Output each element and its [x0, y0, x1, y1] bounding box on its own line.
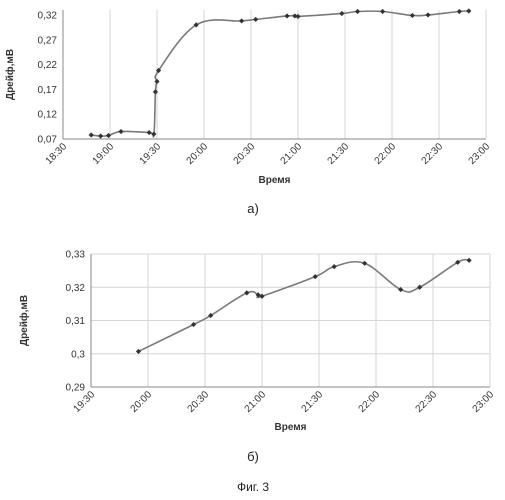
chart1-data-point	[313, 274, 318, 279]
panel-label-b: б)	[247, 449, 259, 464]
chart1-x-tick-label: 20:00	[129, 389, 155, 415]
chart0-x-tick-label: 21:00	[279, 141, 305, 167]
chart0-data-point	[355, 9, 360, 14]
chart1-y-tick-label: 0,31	[66, 316, 86, 327]
chart1-y-tick-label: 0,32	[66, 283, 86, 294]
chart0-x-tick-label: 19:00	[91, 141, 117, 167]
chart0-data-point	[380, 9, 385, 14]
chart1-x-tick-label: 21:00	[243, 389, 269, 415]
chart0-y-tick-label: 0,07	[38, 135, 58, 146]
chart1-x-axis-title: Время	[275, 422, 307, 433]
chart0-data-point	[339, 11, 344, 16]
chart0-data-point	[295, 14, 300, 19]
figure-caption: Фиг. 3	[237, 480, 269, 494]
chart1-data-point	[332, 264, 337, 269]
chart1-x-tick-label: 22:00	[357, 389, 383, 415]
chart-b: 19:3020:0020:3021:0021:3022:0022:3023:00…	[18, 250, 496, 434]
chart0-x-tick-label: 19:30	[138, 141, 164, 167]
chart0-x-tick-label: 22:30	[420, 141, 446, 167]
chart0-series-line	[91, 11, 469, 137]
chart0-y-tick-label: 0,27	[38, 35, 58, 46]
chart0-data-point	[239, 18, 244, 23]
chart1-x-tick-label: 20:30	[186, 389, 212, 415]
chart0-x-axis-title: Время	[259, 175, 291, 186]
chart1-y-tick-label: 0,29	[66, 383, 86, 394]
chart1-data-point	[191, 322, 196, 327]
chart0-x-tick-label: 23:00	[467, 141, 493, 167]
chart0-x-tick-label: 22:00	[373, 141, 399, 167]
chart0-data-point	[457, 9, 462, 14]
chart0-y-tick-label: 0,32	[38, 10, 58, 21]
chart1-data-point	[467, 258, 472, 263]
chart0-data-point	[154, 79, 159, 84]
chart0-y-axis-title: Дрейф,мВ	[4, 49, 16, 100]
chart0-data-point	[410, 13, 415, 18]
chart-a: 18:3019:0019:3020:0020:3021:0021:3022:00…	[4, 8, 492, 186]
chart1-x-tick-label: 21:30	[300, 389, 326, 415]
chart1-data-point	[244, 290, 249, 295]
chart1-y-tick-label: 0,3	[71, 349, 85, 360]
chart0-data-point	[425, 12, 430, 17]
chart0-data-point	[253, 17, 258, 22]
chart1-y-axis-title: Дрейф,мВ	[18, 295, 30, 346]
chart1-data-point	[362, 261, 367, 266]
chart0-data-point	[118, 129, 123, 134]
chart0-data-point	[151, 131, 156, 136]
panel-label-a: а)	[247, 201, 259, 216]
chart0-x-tick-label: 20:30	[232, 141, 258, 167]
chart1-y-tick-label: 0,33	[66, 250, 86, 261]
chart1-data-point	[136, 349, 141, 354]
chart0-data-point	[466, 8, 471, 13]
chart1-series-line	[139, 260, 470, 352]
chart0-data-point	[89, 132, 94, 137]
chart0-x-tick-label: 21:30	[326, 141, 352, 167]
chart0-data-point	[284, 13, 289, 18]
chart0-y-tick-label: 0,17	[38, 85, 58, 96]
chart1-x-tick-label: 22:30	[414, 389, 440, 415]
chart0-data-point	[147, 130, 152, 135]
chart1-x-tick-label: 23:00	[471, 389, 497, 415]
chart0-data-point	[98, 133, 103, 138]
chart0-y-tick-label: 0,12	[38, 110, 58, 121]
chart0-x-tick-label: 20:00	[185, 141, 211, 167]
chart0-y-tick-label: 0,22	[38, 60, 58, 71]
